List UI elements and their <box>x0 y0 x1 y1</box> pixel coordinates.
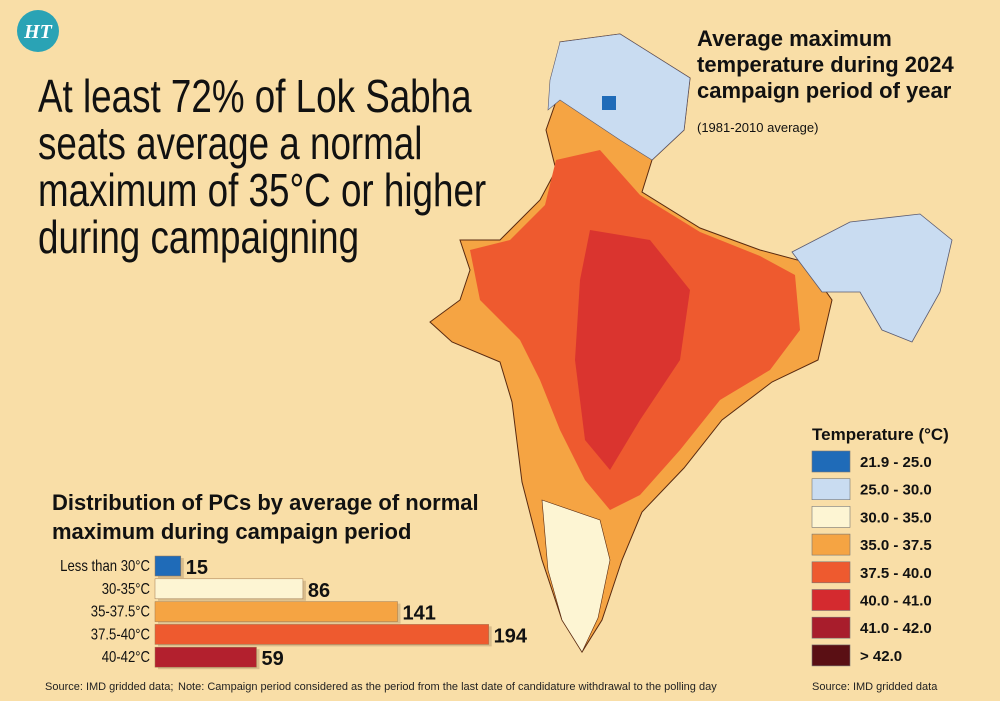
bar <box>154 646 257 668</box>
value-label: 86 <box>308 580 330 602</box>
bar <box>154 601 398 622</box>
category-label: 37.5-40°C <box>91 626 150 643</box>
map-region-north <box>547 33 691 161</box>
logo-circle <box>17 10 59 52</box>
legend-label: 30.0 - 35.0 <box>860 509 932 526</box>
legend-label: 41.0 - 42.0 <box>860 620 932 637</box>
category-label: 35-37.5°C <box>91 603 150 620</box>
chart-title-line: Distribution of PCs by average of normal <box>52 490 479 515</box>
category-label: 40-42°C <box>102 649 150 666</box>
legend-label: 40.0 - 41.0 <box>860 593 932 610</box>
map <box>429 33 953 653</box>
headline-line: maximum of 35°C or higher <box>38 164 486 216</box>
legend-swatch <box>811 616 851 639</box>
map-region-south <box>541 499 611 653</box>
map-region-cold <box>602 96 616 110</box>
legend-swatch <box>811 450 851 473</box>
footer-note: Note: Campaign period considered as the … <box>178 681 717 693</box>
legend-label: 25.0 - 30.0 <box>860 482 932 499</box>
legend-swatch <box>811 478 851 501</box>
map-title-line: campaign period of year <box>697 78 952 103</box>
category-label-group: 35-37.5°C <box>91 603 150 620</box>
category-label-group: 40-42°C <box>102 649 150 666</box>
category-label-group: 30-35°C <box>102 581 150 598</box>
category-label-group: 37.5-40°C <box>91 626 150 643</box>
bar <box>154 555 182 577</box>
map-subtitle: (1981-2010 average) <box>697 120 818 135</box>
legend: Temperature (°C) 21.9 - 25.0 25.0 - 30.0 30… <box>811 425 949 667</box>
legend-swatch <box>811 533 851 556</box>
headline-line: seats average a normal <box>38 117 422 169</box>
footer-source: Source: IMD gridded data; <box>45 681 173 693</box>
map-source: Source: IMD gridded data <box>812 681 938 693</box>
bar <box>154 578 304 600</box>
map-region-northeast <box>791 213 953 343</box>
value-label: 194 <box>494 625 528 647</box>
value-label: 59 <box>261 648 283 670</box>
legend-label: 35.0 - 37.5 <box>860 537 932 554</box>
headline-line: during campaigning <box>38 211 359 263</box>
legend-swatch <box>811 644 851 667</box>
headline-line: At least 72% of Lok Sabha <box>38 70 472 122</box>
map-title-line: temperature during 2024 <box>697 52 955 77</box>
chart-title-line: maximum during campaign period <box>52 519 411 544</box>
legend-swatch <box>811 506 851 528</box>
legend-label: 21.9 - 25.0 <box>860 454 932 471</box>
legend-swatch <box>811 589 851 611</box>
bar <box>154 624 489 645</box>
map-region-hotter <box>575 230 690 470</box>
map-title-line: Average maximum <box>697 26 892 51</box>
category-label: 30-35°C <box>102 581 150 598</box>
legend-label: 37.5 - 40.0 <box>860 565 932 582</box>
value-label: 141 <box>403 603 436 625</box>
value-label: 15 <box>186 557 208 579</box>
legend-label: > 42.0 <box>860 648 902 665</box>
category-label-group: Less than 30°C <box>60 558 150 575</box>
logo: HT <box>23 21 53 43</box>
legend-title: Temperature (°C) <box>812 425 949 444</box>
legend-swatch <box>811 561 851 584</box>
category-label: Less than 30°C <box>60 558 150 575</box>
